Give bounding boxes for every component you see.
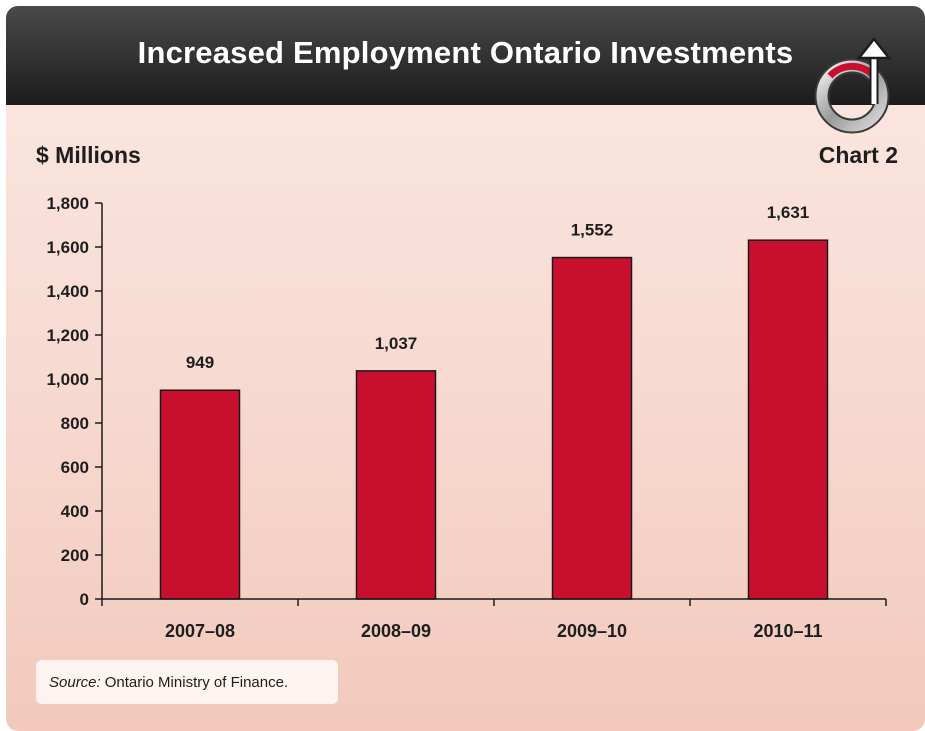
x-tick-label: 2008–09 [361, 621, 431, 641]
x-tick-label: 2010–11 [753, 621, 822, 641]
bar [747, 239, 829, 600]
chart-number-label: Chart 2 [818, 142, 898, 168]
source-note: Source: Ontario Ministry of Finance. [36, 660, 338, 704]
x-tick-label: 2009–10 [557, 621, 627, 641]
y-tick-label: 600 [61, 458, 89, 477]
y-tick-label: 1,800 [46, 194, 89, 213]
source-text: Ontario Ministry of Finance. [104, 673, 289, 691]
bar [159, 389, 241, 600]
bar [551, 256, 633, 600]
data-label: 949 [186, 353, 214, 372]
x-tick-label: 2007–08 [165, 621, 235, 641]
bar-chart: 949 1,037 1,552 1,631 0 200 400 600 800 1,000 1,20… [46, 194, 887, 641]
y-tick-label: 0 [80, 590, 89, 609]
y-tick-label: 1,600 [46, 238, 89, 257]
y-tick-label: 800 [61, 414, 89, 433]
circular-arrow-logo-icon [814, 36, 892, 134]
chart-title: Increased Employment Ontario Investments [137, 34, 794, 70]
y-tick-label: 200 [61, 546, 89, 565]
data-label: 1,552 [571, 221, 614, 240]
y-tick-label: 1,400 [46, 282, 89, 301]
data-label: 1,037 [375, 334, 418, 353]
bar [355, 370, 437, 600]
y-tick-label: 1,000 [46, 370, 89, 389]
y-tick-label: 400 [61, 502, 89, 521]
y-tick-label: 1,200 [46, 326, 89, 345]
source-label: Source: [49, 673, 101, 691]
data-label: 1,631 [767, 203, 810, 222]
title-bar: Increased Employment Ontario Investments [6, 6, 925, 105]
y-axis-unit-label: $ Millions [36, 142, 141, 168]
chart-card: Increased Employment Ontario Investments… [6, 6, 925, 731]
